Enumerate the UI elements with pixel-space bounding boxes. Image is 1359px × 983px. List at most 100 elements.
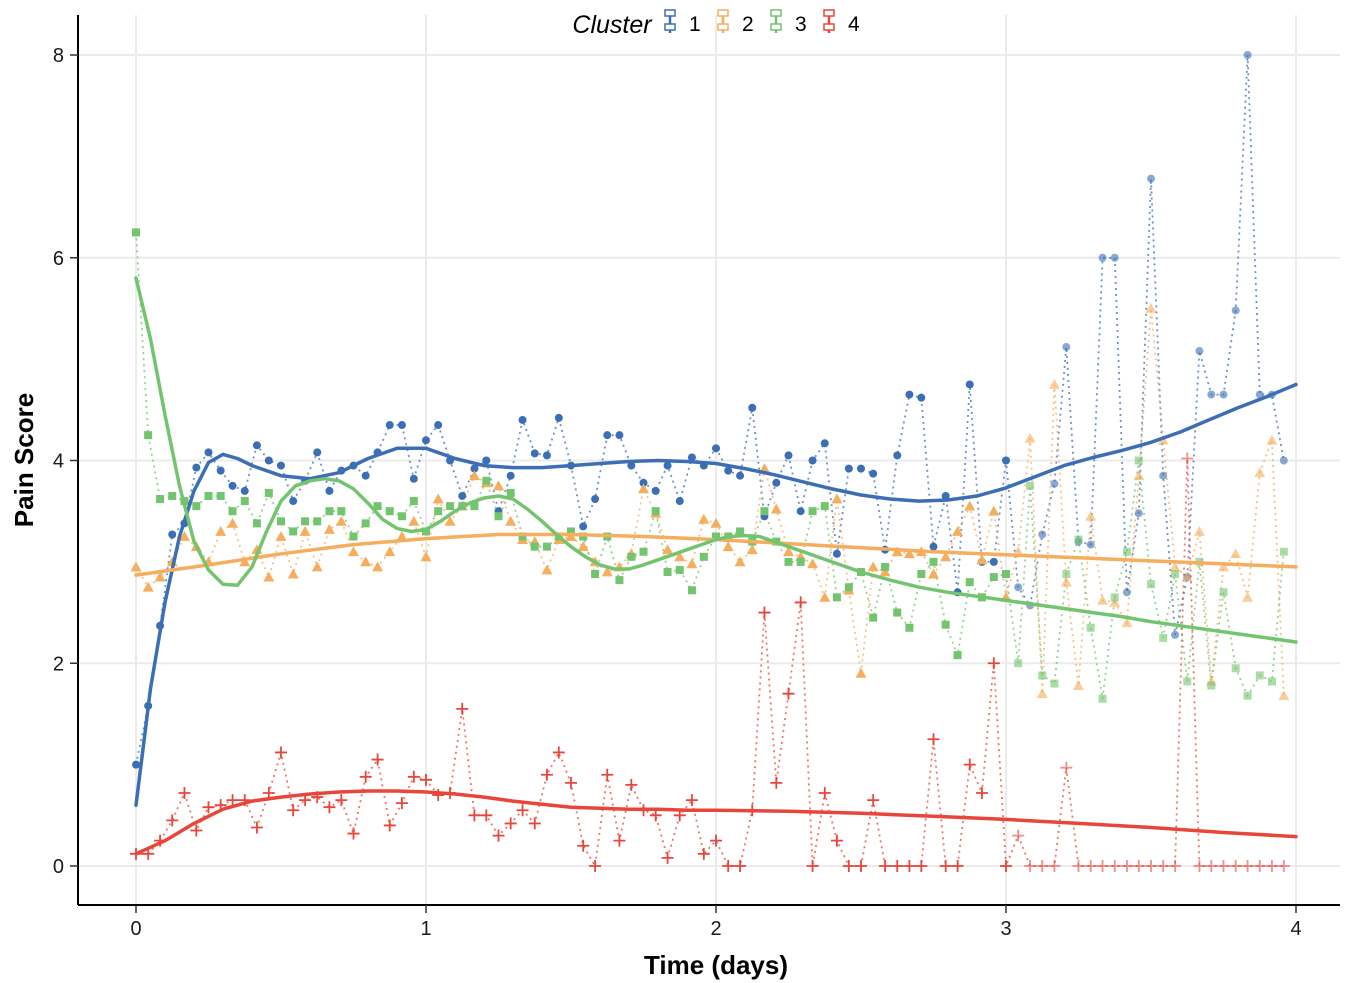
- series-3-point: [1207, 681, 1216, 690]
- series-2-point: [323, 523, 335, 534]
- series-1-point: [808, 456, 817, 465]
- series-1-point: [482, 456, 491, 465]
- series-3-smooth-line: [134, 276, 1298, 644]
- series-2-point: [698, 513, 710, 524]
- series-3-point: [1171, 570, 1180, 579]
- legend-key-2: [717, 9, 729, 33]
- series-4-point: [1132, 860, 1145, 872]
- series-2-point: [710, 517, 722, 528]
- series-1-point: [325, 486, 334, 495]
- series-4-point: [613, 834, 626, 847]
- series-3-point: [325, 507, 334, 516]
- series-3-point: [1002, 570, 1010, 579]
- series-2-point: [952, 525, 964, 536]
- series-4-point: [1145, 860, 1157, 872]
- series-1-smooth-line: [134, 382, 1298, 807]
- series-4-point: [480, 809, 493, 822]
- series-4-point: [528, 817, 541, 830]
- series-2-point: [311, 561, 323, 572]
- series-3-point: [808, 507, 817, 516]
- series-1-point: [252, 441, 261, 450]
- series-2-point: [1278, 690, 1290, 701]
- series-3-point: [1026, 481, 1035, 490]
- series-1-point: [1279, 456, 1288, 465]
- series-1-point: [639, 478, 648, 487]
- series-2-point: [674, 551, 686, 562]
- series-1-point: [1062, 342, 1071, 351]
- series-4-point: [697, 847, 710, 860]
- legend-key-4: [823, 9, 835, 33]
- series-2-point: [1145, 302, 1157, 313]
- series-1-point: [784, 451, 793, 460]
- x-tick-label: 4: [1290, 918, 1301, 940]
- x-tick-label: 2: [710, 918, 721, 940]
- series-4-point: [540, 768, 553, 781]
- series-1-point: [434, 421, 443, 430]
- series-1-point: [591, 495, 600, 504]
- series-2-point: [154, 571, 166, 582]
- x-tick-label: 1: [420, 918, 431, 940]
- series-3-point: [832, 593, 841, 602]
- series-1-point: [1219, 390, 1228, 399]
- series-4-point: [939, 860, 952, 872]
- series-4-point: [927, 733, 940, 746]
- series-3-point: [651, 507, 660, 516]
- series-4-point: [1217, 860, 1230, 872]
- series-3-point: [156, 495, 165, 504]
- series-1-point: [615, 431, 624, 440]
- legend-label-3: 3: [795, 13, 807, 36]
- series-2-point: [1133, 470, 1145, 481]
- series-3-point: [1074, 535, 1083, 544]
- series-2-point: [746, 544, 758, 555]
- series-3-point: [699, 552, 708, 561]
- series-3-point: [1255, 671, 1264, 680]
- series-2-point: [1169, 561, 1181, 572]
- series-1-point: [1231, 306, 1240, 315]
- series-3-point: [422, 527, 430, 536]
- series-3-point: [1183, 677, 1192, 686]
- series-1-point: [289, 497, 298, 506]
- series-3-point: [844, 583, 853, 592]
- series-3-point: [349, 532, 358, 541]
- series-2-point: [432, 493, 444, 504]
- series-1-point: [1171, 630, 1180, 639]
- x-tick-label: 3: [1000, 918, 1011, 940]
- series-3-point: [796, 557, 805, 566]
- series-1-point: [796, 507, 805, 516]
- legend-key-box-top: [770, 9, 782, 17]
- series-4-point: [649, 809, 662, 822]
- series-2-point: [879, 566, 891, 577]
- series-1-point: [192, 463, 201, 472]
- series-3-point: [869, 613, 878, 622]
- gridlines: [78, 15, 1340, 905]
- series-2-point: [227, 517, 239, 528]
- series-1-point: [869, 469, 878, 478]
- series-4-point: [1060, 761, 1073, 774]
- series-3-point: [204, 491, 213, 500]
- series-3-point: [1062, 570, 1071, 579]
- series-4-point: [601, 768, 614, 781]
- series-1-point: [712, 444, 720, 453]
- series-4-point: [842, 860, 855, 872]
- series-4-point: [770, 776, 783, 789]
- series-2-point: [493, 480, 504, 491]
- series-2-point: [1073, 680, 1084, 690]
- series-4-point: [202, 801, 215, 814]
- series-4-point: [359, 770, 372, 783]
- series-3-point: [277, 517, 285, 526]
- legend-key-box-bottom: [823, 23, 835, 31]
- series-3-point: [1147, 580, 1155, 589]
- series-1-point: [905, 390, 914, 399]
- series-2-point: [988, 505, 1000, 516]
- series-2-point: [638, 483, 649, 494]
- series-1-point: [518, 415, 527, 424]
- series-2-point: [1036, 688, 1048, 699]
- series-4-point: [734, 860, 747, 872]
- series-3-point: [289, 527, 298, 536]
- legend: Cluster 1 2 3 4: [572, 9, 860, 39]
- series-1-point: [1050, 479, 1059, 488]
- series-1-point: [772, 478, 781, 487]
- series-3-point: [144, 431, 153, 440]
- series-2-point: [299, 525, 311, 536]
- series-3-point: [1014, 659, 1023, 668]
